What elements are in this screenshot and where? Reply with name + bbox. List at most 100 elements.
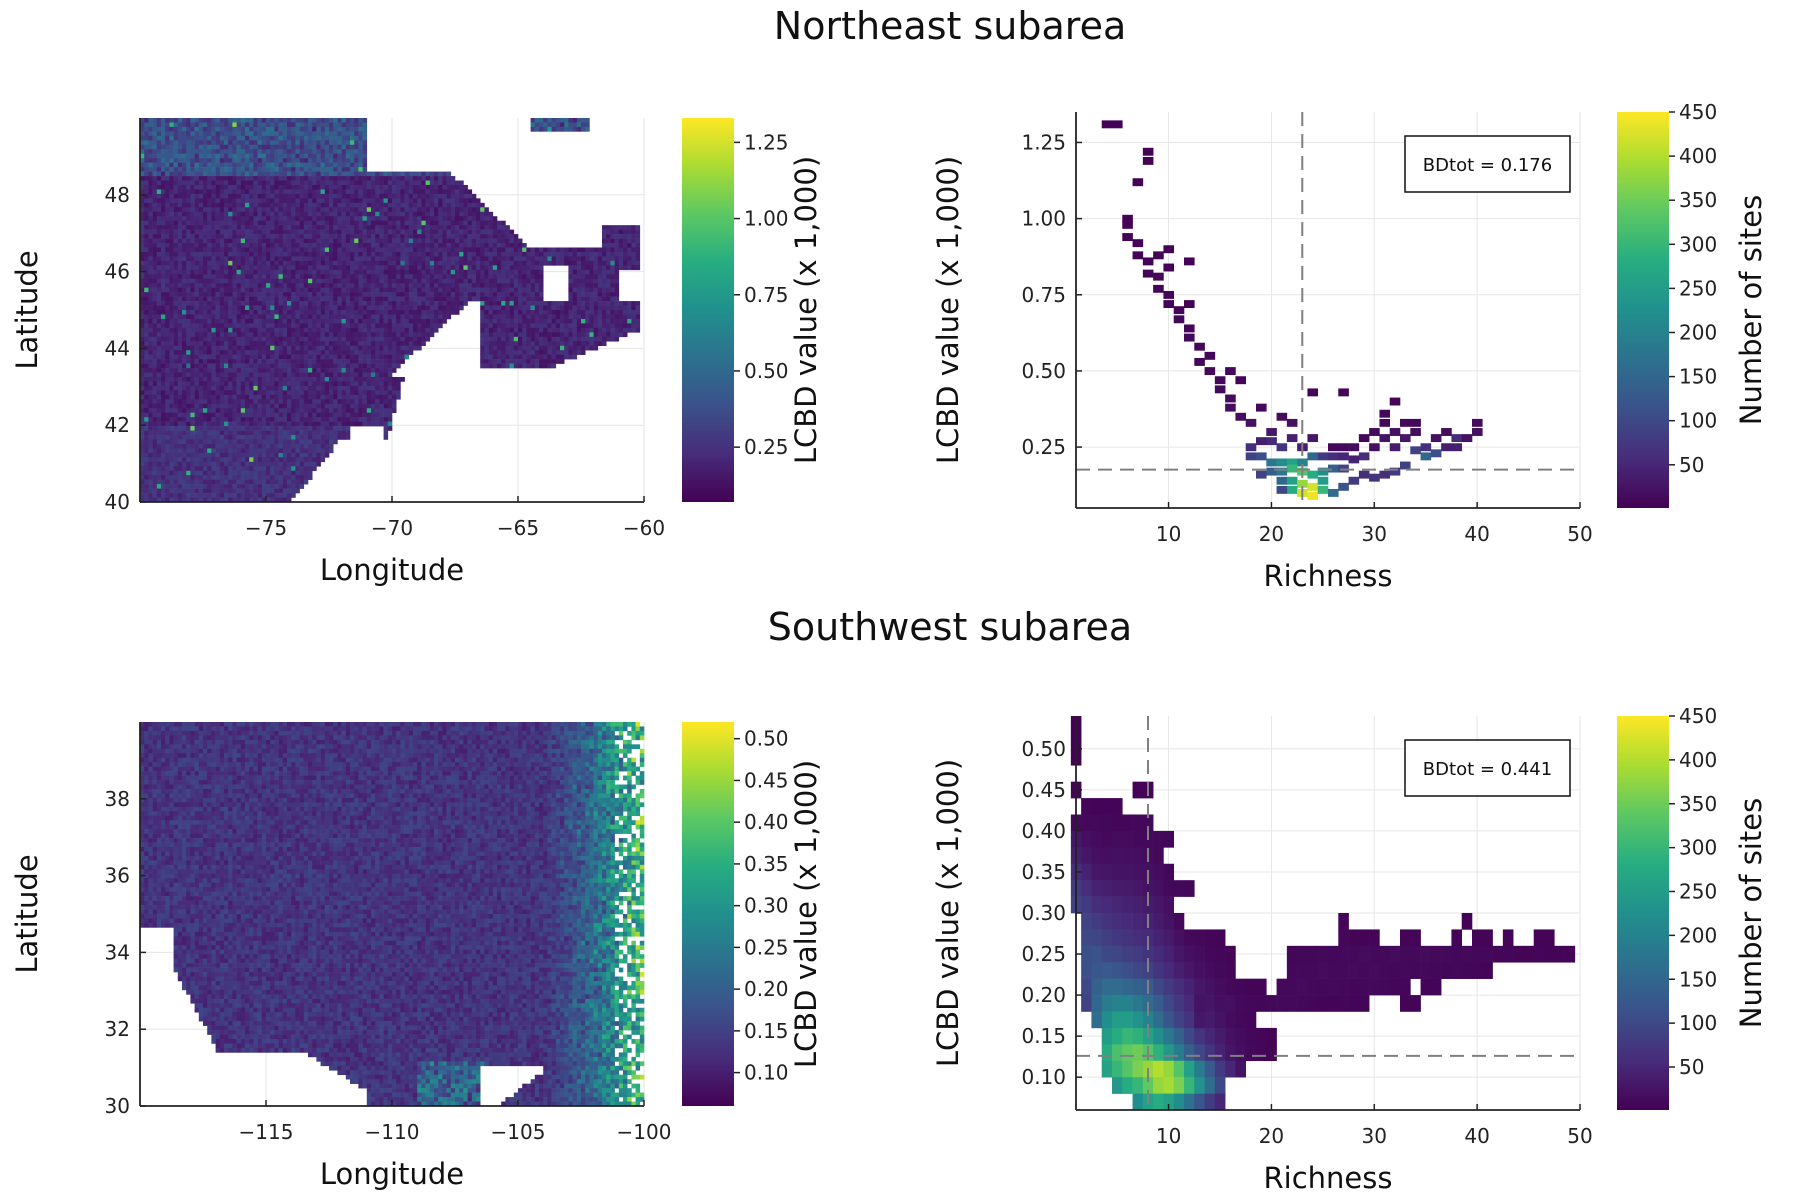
ne-map-pixel bbox=[270, 323, 275, 329]
ne-map-pixel bbox=[400, 256, 405, 262]
ne-map-pixel bbox=[333, 314, 338, 320]
ne-map-pixel bbox=[379, 211, 384, 217]
ne-map-pixel bbox=[543, 310, 548, 315]
ne-map-pixel bbox=[606, 243, 611, 248]
ne-map-pixel bbox=[492, 265, 498, 271]
ne-map-pixel bbox=[488, 238, 494, 244]
ne-map-pixel bbox=[534, 341, 540, 347]
ne-map-pixel bbox=[194, 144, 200, 150]
ne-map-pixel bbox=[526, 354, 531, 360]
ne-map-pixel bbox=[295, 126, 300, 132]
ne-map-pixel bbox=[299, 301, 305, 306]
ne-map-pixel bbox=[316, 184, 321, 190]
ne-map-pixel bbox=[282, 202, 288, 208]
ne-map-pixel bbox=[312, 332, 317, 338]
ne-map-pixel bbox=[303, 363, 309, 369]
ne-map-pixel bbox=[606, 225, 611, 230]
ne-map-pixel bbox=[177, 167, 183, 172]
ne-map-pixel bbox=[274, 345, 279, 351]
ne-map-pixel bbox=[261, 363, 267, 369]
ne-map-pixel bbox=[245, 283, 250, 288]
ne-map-pixel bbox=[413, 220, 418, 226]
ne-map-pixel bbox=[261, 345, 267, 351]
ne-map-pixel bbox=[303, 354, 309, 360]
ne-map-pixel bbox=[526, 251, 531, 257]
ne-map-pixel bbox=[182, 292, 187, 297]
ne-map-pixel bbox=[165, 171, 170, 177]
ne-map-pixel bbox=[585, 310, 590, 315]
ne-map-pixel bbox=[429, 332, 435, 338]
ne-map-pixel bbox=[492, 359, 498, 364]
ne-map-pixel bbox=[249, 220, 254, 226]
ne-map-pixel bbox=[224, 363, 229, 369]
ne-map-pixel bbox=[224, 314, 229, 320]
ne-map-pixel bbox=[219, 359, 225, 364]
ne-map-pixel bbox=[316, 243, 321, 248]
ne-map-pixel bbox=[488, 225, 494, 230]
ne-map-pixel bbox=[362, 310, 368, 315]
ne-map-pixel bbox=[539, 251, 544, 257]
ne-map-pixel bbox=[366, 310, 372, 315]
ne-map-pixel bbox=[421, 225, 426, 230]
ne-map-pixel bbox=[387, 225, 393, 230]
ne-map-pixel bbox=[480, 211, 485, 217]
ne-map-pixel bbox=[606, 323, 611, 329]
ne-map-pixel bbox=[270, 144, 275, 150]
ne-map-pixel bbox=[404, 176, 410, 181]
ne-map-pixel bbox=[232, 314, 237, 320]
ne-map-pixel bbox=[429, 189, 435, 195]
ne-map-pixel bbox=[287, 247, 292, 253]
ne-map-pixel bbox=[337, 171, 342, 177]
ne-map-pixel bbox=[581, 296, 586, 302]
ne-map-pixel bbox=[224, 167, 229, 172]
ne-map-pixel bbox=[333, 243, 338, 248]
ne-map-pixel bbox=[295, 274, 300, 280]
ne-map-pixel bbox=[467, 274, 473, 280]
ne-map-pixel bbox=[379, 359, 384, 364]
ne-map-pixel bbox=[387, 310, 393, 315]
ne-map-pixel bbox=[274, 292, 279, 297]
ne-map-pixel bbox=[618, 260, 624, 266]
ne-map-pixel bbox=[261, 144, 267, 150]
ne-map-pixel bbox=[392, 305, 397, 311]
ne-map-pixel bbox=[425, 260, 431, 266]
ne-map-pixel bbox=[219, 341, 225, 347]
ne-map-pixel bbox=[224, 336, 229, 342]
ne-map-pixel bbox=[173, 278, 179, 284]
ne-map-pixel bbox=[434, 176, 439, 181]
ne-map-pixel bbox=[505, 274, 510, 280]
ne-map-pixel bbox=[404, 207, 410, 213]
ne-map-pixel bbox=[379, 327, 384, 333]
ne-map-pixel bbox=[392, 327, 397, 333]
ne-map-pixel bbox=[509, 234, 515, 239]
ne-map-pixel bbox=[324, 189, 330, 195]
ne-map-pixel bbox=[497, 305, 502, 311]
ne-map-pixel bbox=[312, 278, 317, 284]
ne-map-pixel bbox=[161, 265, 166, 271]
ne-map-pixel bbox=[362, 314, 368, 320]
ne-map-pixel bbox=[488, 292, 494, 297]
ne-map-pixel bbox=[190, 247, 195, 253]
ne-map-pixel bbox=[219, 135, 225, 141]
ne-map-pixel bbox=[572, 327, 578, 333]
ne-map-pixel bbox=[282, 126, 288, 132]
ne-map-pixel bbox=[203, 287, 208, 293]
ne-map-pixel bbox=[312, 260, 317, 266]
ne-map-pixel bbox=[324, 310, 330, 315]
ne-map-pixel bbox=[387, 171, 393, 177]
ne-map-pixel bbox=[383, 189, 389, 195]
ne-map-pixel bbox=[492, 332, 498, 338]
ne-map-pixel bbox=[396, 247, 401, 253]
ne-map-pixel bbox=[434, 260, 439, 266]
ne-map-pixel bbox=[169, 269, 174, 275]
ne-map-pixel bbox=[198, 126, 204, 132]
ne-map-pixel bbox=[266, 287, 271, 293]
ne-map-pixel bbox=[249, 211, 254, 217]
ne-map-pixel bbox=[203, 247, 208, 253]
ne-map-pixel bbox=[270, 265, 275, 271]
ne-map-pixel bbox=[312, 167, 317, 172]
ne-map-pixel bbox=[152, 180, 158, 186]
ne-map-pixel bbox=[253, 131, 258, 137]
ne-map-pixel bbox=[366, 251, 372, 257]
ne-map-pixel bbox=[400, 327, 405, 333]
